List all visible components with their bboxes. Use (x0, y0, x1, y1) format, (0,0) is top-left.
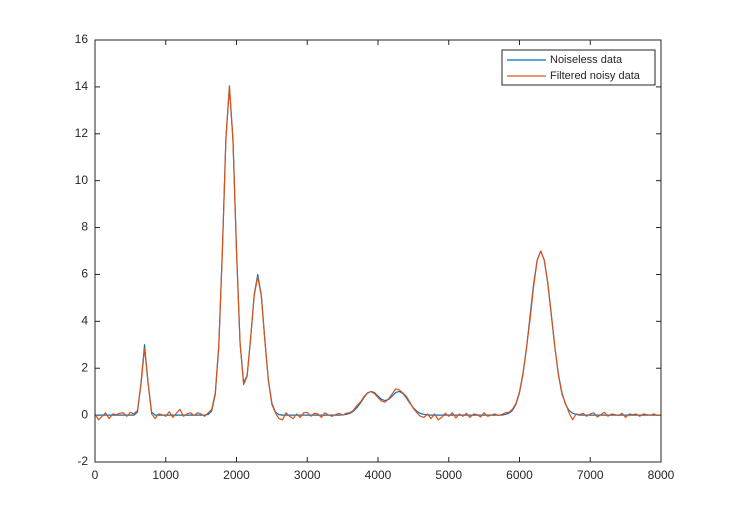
y-tick-label: 12 (75, 126, 89, 140)
y-tick-label: 14 (75, 79, 89, 93)
x-tick-label: 3000 (294, 468, 321, 482)
x-tick-label: 5000 (435, 468, 462, 482)
x-tick-label: 2000 (223, 468, 250, 482)
y-tick-label: 4 (81, 314, 88, 328)
x-tick-label: 0 (92, 468, 99, 482)
legend: Noiseless data Filtered noisy data (501, 49, 656, 86)
legend-box (501, 49, 656, 86)
series-line (94, 85, 662, 421)
y-tick-label: 2 (81, 360, 88, 374)
y-tick-label: -2 (77, 454, 88, 468)
legend-label: Noiseless data (550, 54, 623, 66)
x-tick-label: 6000 (506, 468, 533, 482)
axes-box (94, 39, 662, 463)
x-tick-label: 7000 (577, 468, 604, 482)
y-tick-label: 0 (81, 407, 88, 421)
y-tick-label: 8 (81, 220, 88, 234)
x-tick-label: 1000 (152, 468, 179, 482)
y-tick-label: 10 (75, 173, 89, 187)
y-tick-label: 6 (81, 267, 88, 281)
y-tick-label: 16 (75, 32, 89, 46)
legend-label: Filtered noisy data (550, 70, 641, 82)
x-tick-label: 4000 (365, 468, 392, 482)
x-tick-label: 8000 (648, 468, 675, 482)
